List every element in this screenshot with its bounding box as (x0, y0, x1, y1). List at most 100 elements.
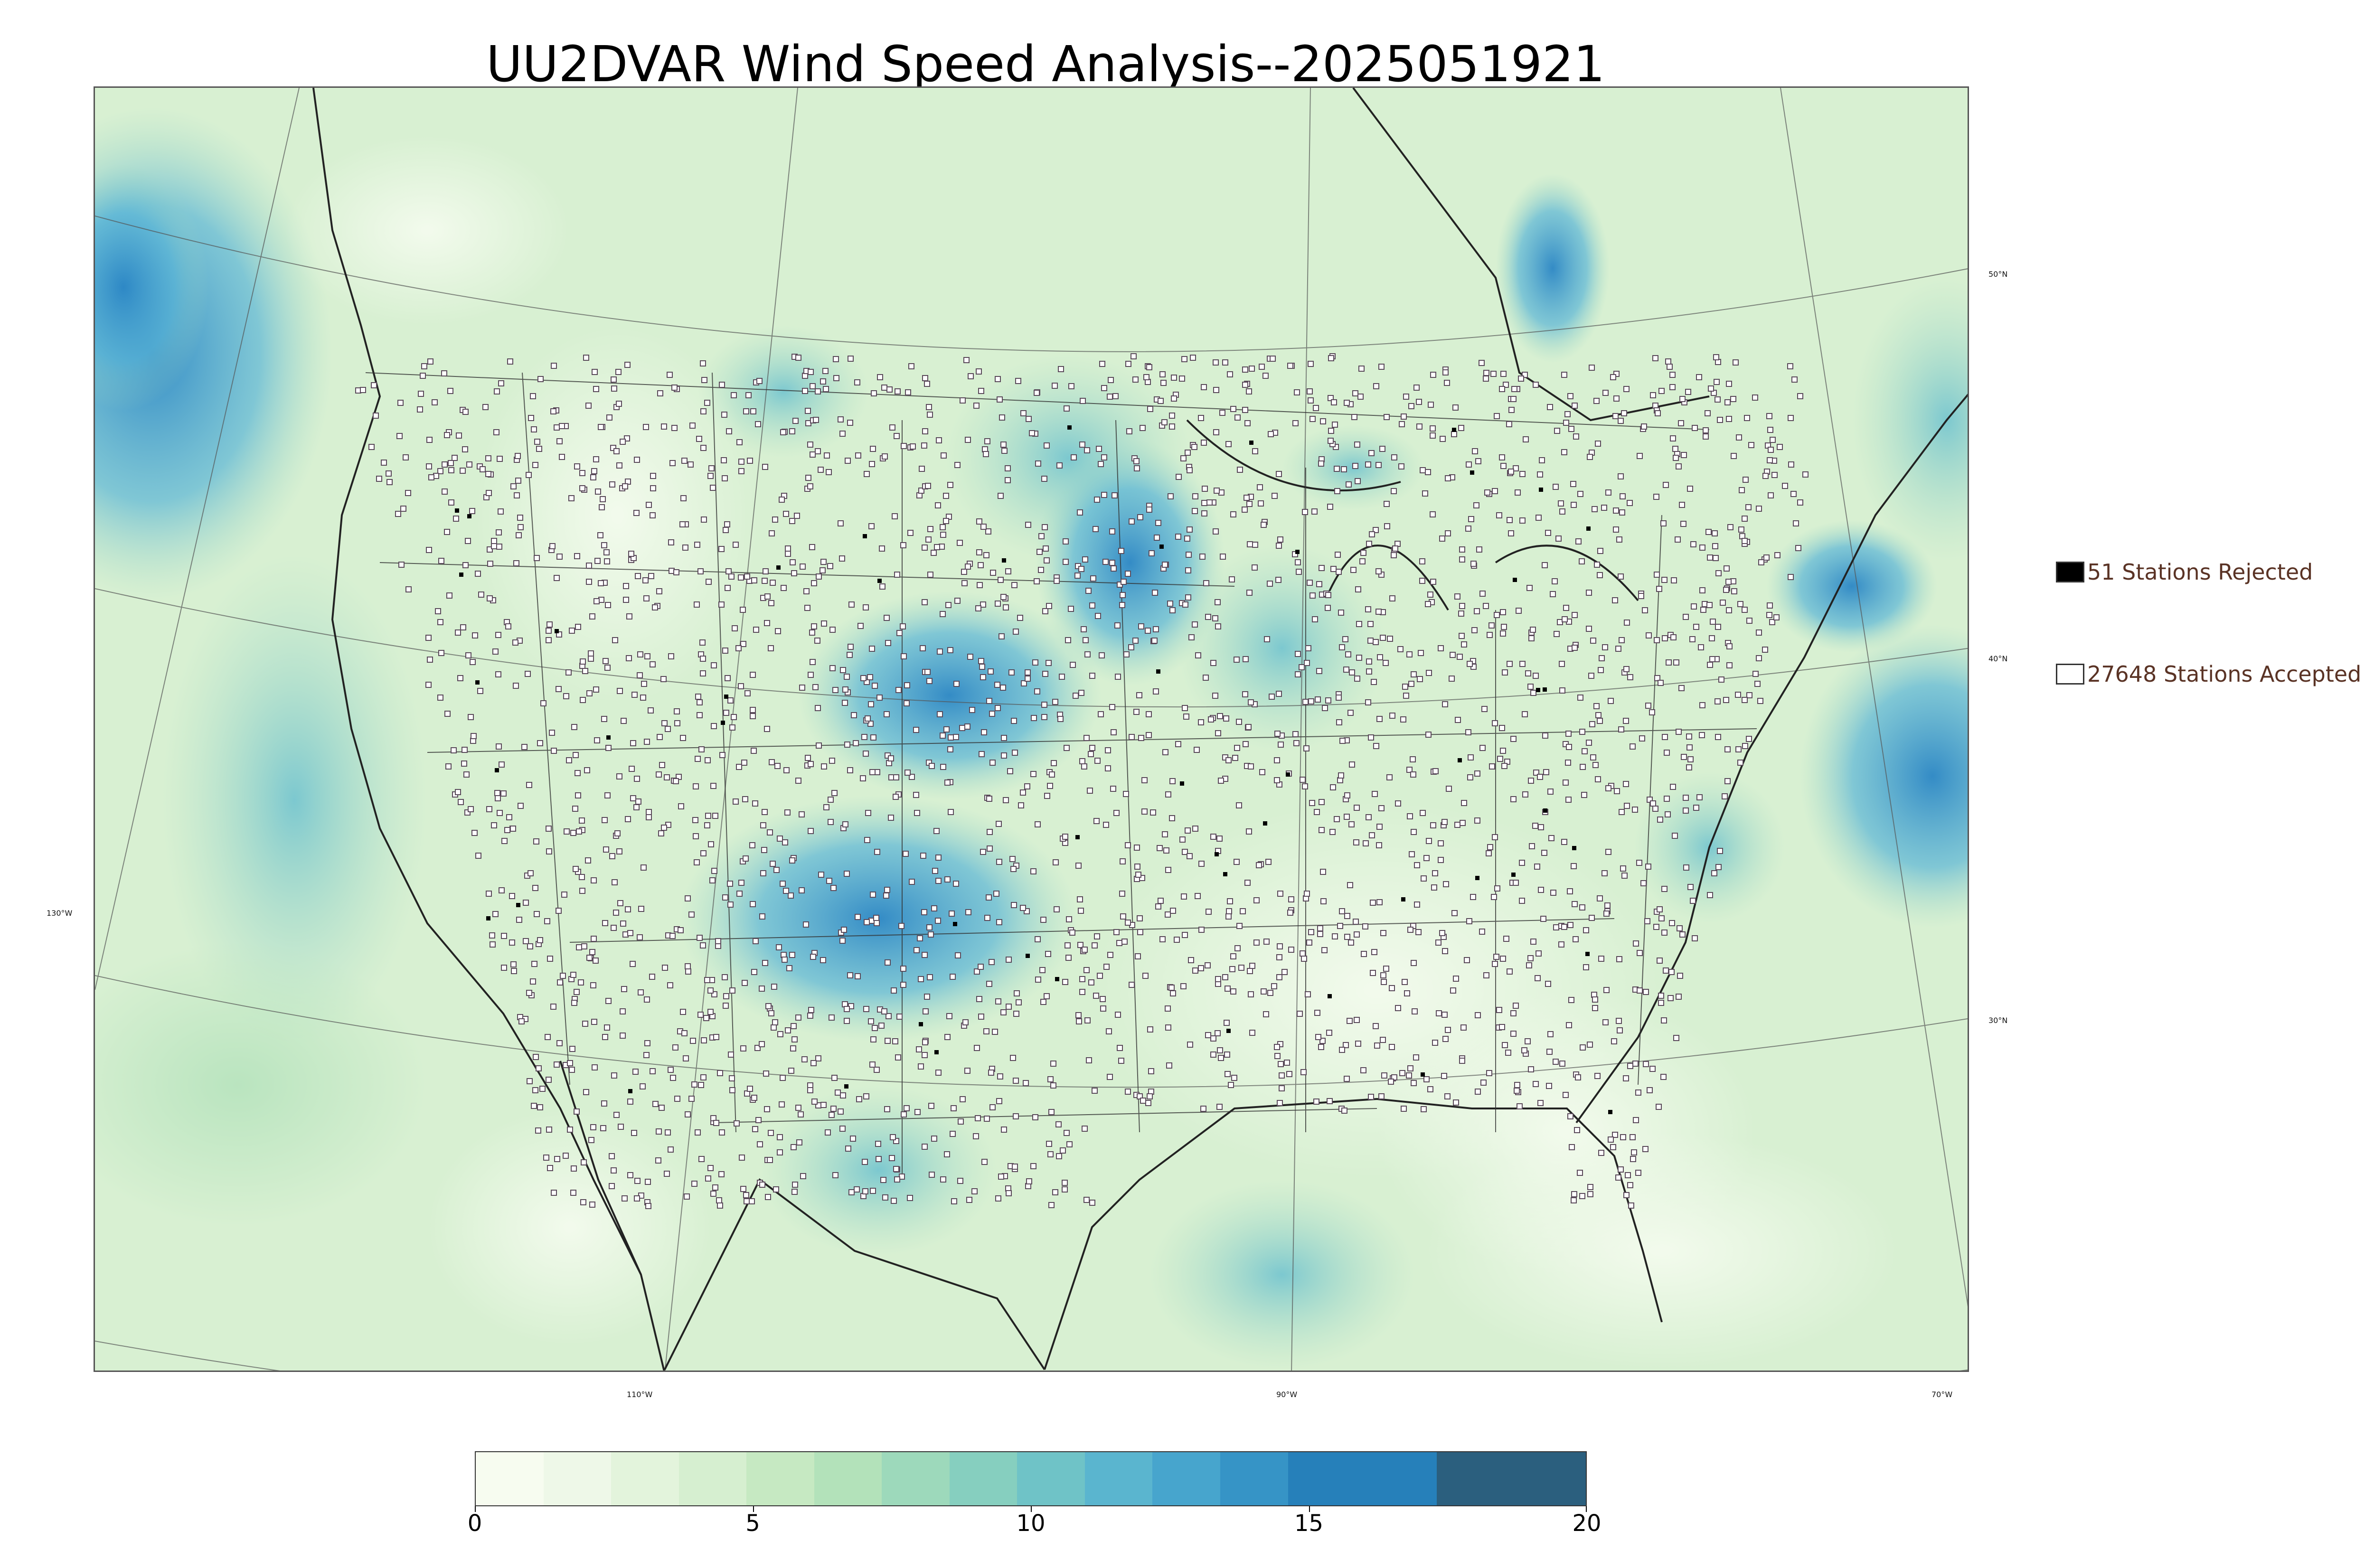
accepted-station-marker (1406, 1072, 1412, 1079)
accepted-station-marker (638, 989, 644, 995)
accepted-station-marker (1711, 870, 1717, 876)
accepted-station-marker (1242, 382, 1248, 388)
colorbar-segment (882, 1452, 950, 1505)
accepted-station-marker (1080, 398, 1086, 404)
accepted-station-marker (1240, 908, 1246, 914)
accepted-station-marker (959, 725, 965, 731)
accepted-station-marker (1327, 1098, 1333, 1104)
accepted-station-marker (1671, 577, 1677, 583)
accepted-station-marker (1519, 661, 1526, 667)
accepted-station-marker (1295, 671, 1301, 677)
accepted-station-marker (556, 554, 563, 560)
accepted-station-marker (1253, 939, 1260, 946)
accepted-station-marker (1116, 940, 1122, 946)
rejected-station-marker (1536, 688, 1540, 692)
accepted-station-marker (1363, 840, 1369, 846)
accepted-station-marker (1339, 738, 1346, 744)
accepted-station-marker (1561, 924, 1567, 930)
accepted-station-marker (1077, 896, 1083, 902)
accepted-station-marker (950, 1131, 956, 1137)
accepted-station-marker (1630, 743, 1636, 750)
accepted-station-marker (709, 877, 716, 883)
accepted-station-marker (978, 562, 984, 568)
accepted-station-marker (1140, 1098, 1146, 1104)
accepted-station-marker (1350, 567, 1357, 573)
accepted-station-marker (1737, 760, 1743, 766)
accepted-station-marker (1378, 1093, 1385, 1099)
accepted-station-marker (1347, 882, 1353, 888)
accepted-station-marker (872, 683, 878, 689)
colorbar-segment (1288, 1452, 1437, 1505)
accepted-station-marker (1225, 913, 1232, 920)
accepted-station-marker (1347, 1018, 1353, 1024)
rejected-station-marker (1180, 781, 1184, 786)
accepted-station-marker (1153, 626, 1159, 632)
accepted-station-marker (1572, 403, 1578, 409)
accepted-station-marker (1673, 659, 1679, 666)
accepted-station-marker (742, 980, 748, 986)
accepted-station-marker (1042, 671, 1048, 677)
accepted-station-marker (759, 1182, 765, 1188)
accepted-station-marker (923, 1008, 929, 1014)
accepted-station-marker (1507, 517, 1513, 523)
accepted-station-marker (844, 742, 850, 748)
accepted-station-marker (1003, 604, 1009, 610)
accepted-station-marker (1627, 1063, 1633, 1069)
accepted-station-marker (1145, 628, 1151, 634)
accepted-station-marker (1400, 716, 1406, 723)
accepted-station-marker (1459, 1058, 1465, 1064)
accepted-station-marker (1047, 1151, 1054, 1157)
accepted-station-marker (1133, 709, 1140, 715)
accepted-station-marker (869, 1061, 876, 1068)
accepted-station-marker (707, 1009, 714, 1015)
accepted-station-marker (588, 650, 594, 657)
accepted-station-marker (554, 1156, 560, 1162)
accepted-station-marker (1145, 1100, 1151, 1106)
accepted-station-marker (498, 380, 504, 386)
rejected-station-marker (459, 573, 463, 577)
accepted-station-marker (1182, 705, 1188, 711)
accepted-station-marker (626, 655, 632, 661)
accepted-station-marker (688, 1096, 695, 1102)
accepted-station-marker (648, 707, 654, 714)
accepted-station-marker (634, 1178, 641, 1184)
accepted-station-marker (1564, 411, 1571, 417)
accepted-station-marker (1486, 850, 1492, 856)
accepted-station-marker (932, 868, 938, 874)
accepted-station-marker (1442, 1036, 1449, 1042)
accepted-station-marker (586, 563, 592, 569)
accepted-station-marker (1619, 509, 1625, 516)
accepted-station-marker (695, 756, 701, 762)
accepted-station-marker (946, 1013, 952, 1019)
accepted-station-marker (740, 1186, 746, 1192)
accepted-station-marker (870, 734, 876, 741)
accepted-station-marker (813, 417, 819, 423)
accepted-station-marker (1597, 718, 1603, 724)
accepted-station-marker (1389, 1044, 1395, 1050)
accepted-station-marker (1676, 463, 1682, 469)
accepted-station-marker (1130, 353, 1137, 359)
accepted-station-marker (1758, 559, 1764, 565)
wind-speed-map[interactable] (94, 86, 1969, 1372)
accepted-station-marker (769, 530, 775, 536)
accepted-station-marker (1630, 1156, 1636, 1162)
accepted-station-marker (1573, 433, 1579, 440)
accepted-station-marker (657, 734, 663, 740)
accepted-station-marker (1742, 607, 1748, 613)
accepted-station-marker (1150, 809, 1156, 816)
accepted-station-marker (591, 936, 597, 942)
accepted-station-marker (605, 998, 612, 1004)
accepted-station-marker (705, 757, 711, 763)
accepted-station-marker (461, 761, 467, 767)
accepted-station-marker (791, 1144, 797, 1150)
accepted-station-marker (1661, 886, 1667, 892)
accepted-station-marker (398, 562, 405, 568)
accepted-station-marker (1147, 1026, 1153, 1033)
accepted-station-marker (1261, 522, 1267, 528)
accepted-station-marker (589, 613, 595, 620)
accepted-station-marker (1718, 676, 1724, 683)
accepted-station-marker (1353, 839, 1359, 845)
accepted-station-marker (1757, 698, 1763, 704)
accepted-station-marker (1065, 637, 1071, 643)
accepted-station-marker (1154, 535, 1160, 541)
